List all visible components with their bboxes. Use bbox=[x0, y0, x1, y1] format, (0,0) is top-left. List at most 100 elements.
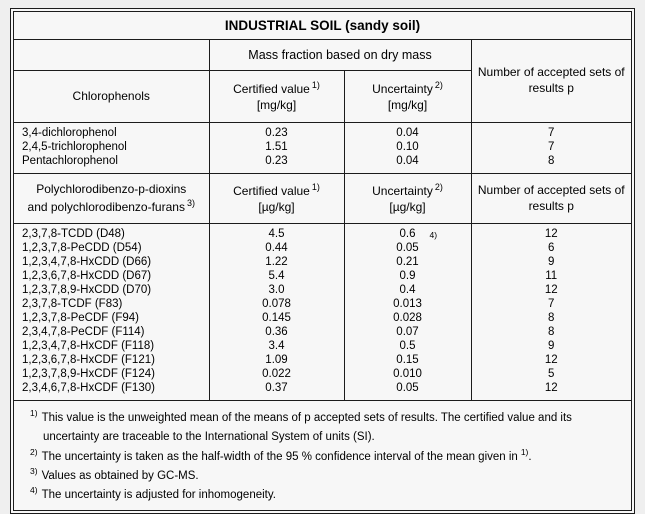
compound-name-cell: 2,3,4,6,7,8-HxCDF (F130) bbox=[22, 382, 155, 394]
accepted-sets-cell: 5 bbox=[470, 367, 631, 381]
dioxins-section-header-line1: Polychlorodibenzo-p-dioxins bbox=[36, 181, 187, 196]
footnote-3-text: Values as obtained by GC-MS. bbox=[41, 469, 199, 482]
uncertainty-cell: 0.10 bbox=[343, 140, 471, 154]
uncertainty-cell: 0.21 bbox=[343, 255, 471, 269]
table-row: 1,2,3,7,8-PeCDF (F94) 0.145 0.028 8 bbox=[14, 311, 631, 325]
dioxins-section-header: Polychlorodibenzo-p-dioxins and polychlo… bbox=[14, 173, 209, 224]
accepted-sets-cell: 8 bbox=[470, 325, 631, 339]
table-row: 1,2,3,6,7,8-HxCDF (F121) 1.09 0.15 12 bbox=[14, 353, 631, 367]
table-row: 1,2,3,6,7,8-HxCDD (D67) 5.4 0.9 11 bbox=[14, 269, 631, 283]
footnote-1: 1) This value is the unweighted mean of t… bbox=[22, 406, 619, 445]
certified-value-cell: 0.23 bbox=[208, 122, 344, 140]
uncertainty-cell: 0.05 bbox=[343, 241, 471, 255]
table-header-group: INDUSTRIAL SOIL (sandy soil) Mass fracti… bbox=[14, 12, 631, 123]
table-row: 1,2,3,4,7,8-HxCDF (F118) 3.4 0.5 9 bbox=[14, 339, 631, 353]
compound-name-cell: 1,2,3,6,7,8-HxCDF (F121) bbox=[22, 354, 155, 366]
certified-value-cell: 0.44 bbox=[208, 241, 344, 255]
accepted-sets-cell: 7 bbox=[470, 122, 631, 140]
certified-value-header: Certified value 1) [mg/kg] bbox=[208, 70, 344, 123]
accepted-sets-cell: 12 bbox=[470, 283, 631, 297]
table-row: 2,3,7,8-TCDF (F83) 0.078 0.013 7 bbox=[14, 297, 631, 311]
uncertainty-cell: 0.07 bbox=[343, 325, 471, 339]
certified-value-cell: 0.37 bbox=[208, 381, 344, 401]
certified-value-label: Certified value bbox=[233, 81, 310, 96]
footnote-3-marker: 3) bbox=[30, 465, 38, 476]
footnotes-group: 1) This value is the unweighted mean of t… bbox=[14, 399, 631, 510]
footnotes-row: 1) This value is the unweighted mean of t… bbox=[14, 399, 631, 510]
certification-table-frame: INDUSTRIAL SOIL (sandy soil) Mass fracti… bbox=[10, 8, 635, 514]
compound-name-cell: 3,4-dichlorophenol bbox=[14, 122, 209, 140]
mass-fraction-header: Mass fraction based on dry mass bbox=[208, 39, 471, 71]
uncertainty-label: Uncertainty bbox=[372, 81, 433, 96]
compound-name-cell: 2,3,4,7,8-PeCDF (F114) bbox=[22, 326, 145, 338]
certified-value-cell: 3.4 bbox=[208, 339, 344, 353]
empty-cell bbox=[14, 39, 209, 71]
footnote-inline-ref: 1) bbox=[520, 446, 529, 457]
uncertainty-cell: 0.5 bbox=[343, 339, 471, 353]
uncertainty-cell: 0.04 bbox=[343, 122, 471, 140]
footnote-ref-2: 2) bbox=[434, 181, 443, 192]
footnote-2-text: The uncertainty is taken as the half-wid… bbox=[41, 450, 518, 463]
uncertainty-header: Uncertainty 2) [mg/kg] bbox=[343, 70, 471, 123]
dioxins-rows: 2,3,7,8-TCDD (D48) 4.5 0.6 4) 12 1,2,3,7,8-Pe… bbox=[14, 223, 631, 401]
certified-value-cell: 0.078 bbox=[208, 297, 344, 311]
table-row: 3,4-dichlorophenol 0.23 0.04 7 bbox=[14, 122, 631, 140]
accepted-sets-header-dioxins: Number of accepted sets of results p bbox=[470, 173, 631, 224]
accepted-sets-cell: 8 bbox=[470, 311, 631, 325]
uncertainty-header-dioxins: Uncertainty 2) [µg/kg] bbox=[343, 173, 471, 224]
footnote-4-text: The uncertainty is adjusted for inhomoge… bbox=[41, 489, 276, 502]
certified-value-cell: 0.36 bbox=[208, 325, 344, 339]
page: { "title": "INDUSTRIAL SOIL (sandy soil)… bbox=[10, 8, 635, 514]
accepted-sets-cell: 12 bbox=[470, 223, 631, 241]
compound-name-cell: 1,2,3,7,8-PeCDF (F94) bbox=[22, 312, 139, 324]
table-row: 2,3,7,8-TCDD (D48) 4.5 0.6 4) 12 bbox=[14, 223, 631, 241]
uncertainty-unit: [mg/kg] bbox=[387, 97, 428, 112]
dioxins-header-row: Polychlorodibenzo-p-dioxins and polychlo… bbox=[14, 173, 631, 224]
accepted-sets-cell: 6 bbox=[470, 241, 631, 255]
compound-name-cell: 1,2,3,7,8,9-HxCDF (F124) bbox=[22, 368, 155, 380]
certified-value-cell: 1.51 bbox=[208, 140, 344, 154]
certified-value-cell: 1.22 bbox=[208, 255, 344, 269]
footnote-3: 3) Values as obtained by GC-MS. bbox=[22, 464, 619, 483]
uncertainty-unit: [µg/kg] bbox=[389, 199, 426, 214]
chlorophenols-header-row: Chlorophenols Certified value 1) [mg/kg] … bbox=[14, 70, 631, 123]
compound-name-cell: 2,3,7,8-TCDD (D48) bbox=[14, 223, 209, 241]
footnote-2: 2) The uncertainty is taken as the half-w… bbox=[22, 445, 619, 464]
certified-value-unit: [mg/kg] bbox=[256, 97, 297, 112]
accepted-sets-cell: 12 bbox=[470, 353, 631, 367]
table-row: 1,2,3,4,7,8-HxCDD (D66) 1.22 0.21 9 bbox=[14, 255, 631, 269]
uncertainty-cell: 0.6 4) bbox=[343, 223, 471, 241]
accepted-sets-cell: 11 bbox=[470, 269, 631, 283]
mass-fraction-row: Mass fraction based on dry mass Number o… bbox=[14, 39, 631, 123]
certified-value-cell: 1.09 bbox=[208, 353, 344, 367]
accepted-sets-cell: 7 bbox=[470, 297, 631, 311]
accepted-sets-cell: 9 bbox=[470, 339, 631, 353]
footnotes-area: 1) This value is the unweighted mean of t… bbox=[14, 399, 631, 510]
footnote-1-text: This value is the unweighted mean of the… bbox=[41, 411, 572, 444]
compound-name-cell: 1,2,3,4,7,8-HxCDD (D66) bbox=[22, 256, 152, 268]
accepted-sets-cell: 7 bbox=[470, 140, 631, 154]
certified-value-cell: 3.0 bbox=[208, 283, 344, 297]
certified-value-label: Certified value bbox=[233, 183, 310, 198]
table-row: 2,4,5-trichlorophenol 1.51 0.10 7 bbox=[14, 140, 631, 154]
table-row: 1,2,3,7,8,9-HxCDF (F124) 0.022 0.010 5 bbox=[14, 367, 631, 381]
accepted-sets-header: Number of accepted sets of results p bbox=[470, 39, 631, 123]
compound-name-cell: 2,3,7,8-TCDF (F83) bbox=[22, 298, 123, 310]
certified-value-unit: [µg/kg] bbox=[258, 199, 295, 214]
uncertainty-cell: 0.05 bbox=[343, 381, 471, 401]
footnote-ref-1: 1) bbox=[311, 79, 320, 90]
table-row: 2,3,4,6,7,8-HxCDF (F130) 0.37 0.05 12 bbox=[14, 381, 631, 401]
compound-name-cell: 1,2,3,6,7,8-HxCDD (D67) bbox=[22, 270, 152, 282]
compound-name-cell: 1,2,3,4,7,8-HxCDF (F118) bbox=[22, 340, 155, 352]
compound-name-cell: 1,2,3,7,8,9-HxCDD (D70) bbox=[22, 284, 152, 296]
footnote-ref-2: 2) bbox=[434, 79, 443, 90]
certified-value-cell: 5.4 bbox=[208, 269, 344, 283]
uncertainty-footnote-ref: 4) bbox=[429, 230, 438, 240]
table-row: Pentachlorophenol 0.23 0.04 8 bbox=[14, 154, 631, 174]
industrial-soil-table: INDUSTRIAL SOIL (sandy soil) Mass fracti… bbox=[14, 12, 631, 510]
uncertainty-cell: 0.9 bbox=[343, 269, 471, 283]
uncertainty-cell: 0.013 bbox=[343, 297, 471, 311]
footnote-1-marker: 1) bbox=[30, 408, 38, 418]
certified-value-cell: 0.022 bbox=[208, 367, 344, 381]
table-row: 2,3,4,7,8-PeCDF (F114) 0.36 0.07 8 bbox=[14, 325, 631, 339]
